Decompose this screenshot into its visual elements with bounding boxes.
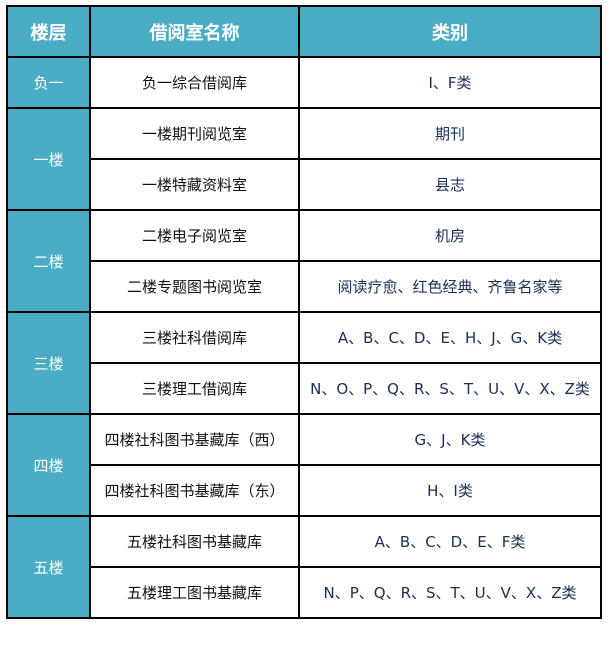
category-cell: A、B、C、D、E、F类: [298, 515, 602, 568]
category-cell: 阅读疗愈、红色经典、齐鲁名家等: [298, 260, 602, 313]
category-cell: N、P、Q、R、S、T、U、V、X、Z类: [298, 566, 602, 619]
table-row: 五楼理工图书基藏库 N、P、Q、R、S、T、U、V、X、Z类: [7, 566, 602, 619]
floor-cell: 负一: [6, 56, 91, 109]
table-row: 一楼 一楼期刊阅览室 期刊: [6, 107, 602, 211]
category-cell: H、I类: [298, 464, 602, 517]
header-floor: 楼层: [6, 5, 91, 58]
header-category: 类别: [298, 5, 602, 58]
floor-cell: 五楼: [6, 515, 91, 619]
floor-cell: 四楼: [6, 413, 91, 517]
table-row: 负一 负一综合借阅库 I、F类: [6, 56, 602, 109]
room-name-cell: 二楼电子阅览室: [89, 209, 300, 262]
category-cell: I、F类: [298, 56, 602, 109]
library-room-table: 楼层 借阅室名称 类别 负一 负一综合借阅库 I、F类 一楼 一楼期刊阅览室 期刊 一楼特藏…: [6, 5, 602, 619]
table-row: 四楼社科图书基藏库（东） H、I类: [7, 464, 602, 517]
category-cell: N、O、P、Q、R、S、T、U、V、X、Z类: [298, 362, 602, 415]
category-cell: 县志: [298, 158, 602, 211]
table-row: 五楼 五楼社科图书基藏库 A、B、C、D、E、F类: [6, 515, 602, 619]
category-cell: 机房: [298, 209, 602, 262]
room-name-cell: 二楼专题图书阅览室: [89, 260, 300, 313]
room-name-cell: 一楼特藏资料室: [89, 158, 300, 211]
room-name-cell: 一楼期刊阅览室: [89, 107, 300, 160]
room-name-cell: 五楼社科图书基藏库: [89, 515, 300, 568]
table-row: 二楼专题图书阅览室 阅读疗愈、红色经典、齐鲁名家等: [7, 260, 602, 313]
room-name-cell: 三楼社科借阅库: [89, 311, 300, 364]
floor-cell: 二楼: [6, 209, 91, 313]
table-row: 三楼理工借阅库 N、O、P、Q、R、S、T、U、V、X、Z类: [7, 362, 602, 415]
floor-cell: 三楼: [6, 311, 91, 415]
category-cell: G、J、K类: [298, 413, 602, 466]
room-name-cell: 四楼社科图书基藏库（东）: [89, 464, 300, 517]
category-cell: A、B、C、D、E、H、J、G、K类: [298, 311, 602, 364]
floor-cell: 一楼: [6, 107, 91, 211]
table-row: 四楼 四楼社科图书基藏库（西） G、J、K类: [6, 413, 602, 517]
header-room-name: 借阅室名称: [89, 5, 300, 58]
category-cell: 期刊: [298, 107, 602, 160]
room-name-cell: 负一综合借阅库: [89, 56, 300, 109]
room-name-cell: 五楼理工图书基藏库: [89, 566, 300, 619]
table-row: 二楼 二楼电子阅览室 机房: [6, 209, 602, 313]
room-name-cell: 四楼社科图书基藏库（西）: [89, 413, 300, 466]
table-row: 三楼 三楼社科借阅库 A、B、C、D、E、H、J、G、K类: [6, 311, 602, 415]
room-name-cell: 三楼理工借阅库: [89, 362, 300, 415]
header-row: 楼层 借阅室名称 类别: [6, 5, 602, 58]
table-row: 一楼特藏资料室 县志: [7, 158, 602, 211]
